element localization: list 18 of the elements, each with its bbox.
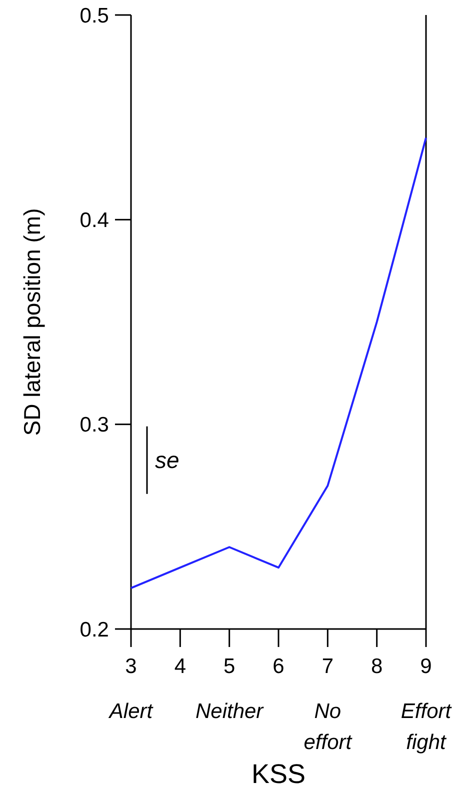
annotation: se (155, 447, 180, 474)
text: Effort fight (400, 700, 452, 754)
x-tick-label: 4 (174, 655, 186, 678)
x-tick-label: 7 (322, 655, 334, 678)
text: Alert (107, 700, 154, 723)
y-tick-label: 0.3 (80, 414, 109, 437)
x-tick-label: 5 (223, 655, 236, 678)
y-tick-label: 0.2 (80, 618, 109, 642)
x-tick-label: 8 (370, 655, 383, 678)
y-tick-label: 0.4 (80, 209, 110, 232)
text: Neither (195, 700, 264, 723)
x-axis-title: KSS (251, 759, 306, 789)
x-tick-label: 6 (272, 655, 284, 678)
y-tick-label: 0.5 (80, 4, 109, 28)
x-tick-label: 3 (125, 655, 137, 678)
y-axis-title: SD lateral position (m) (19, 208, 45, 436)
x-tick-label: 9 (420, 655, 432, 678)
text: No effort (304, 700, 353, 754)
